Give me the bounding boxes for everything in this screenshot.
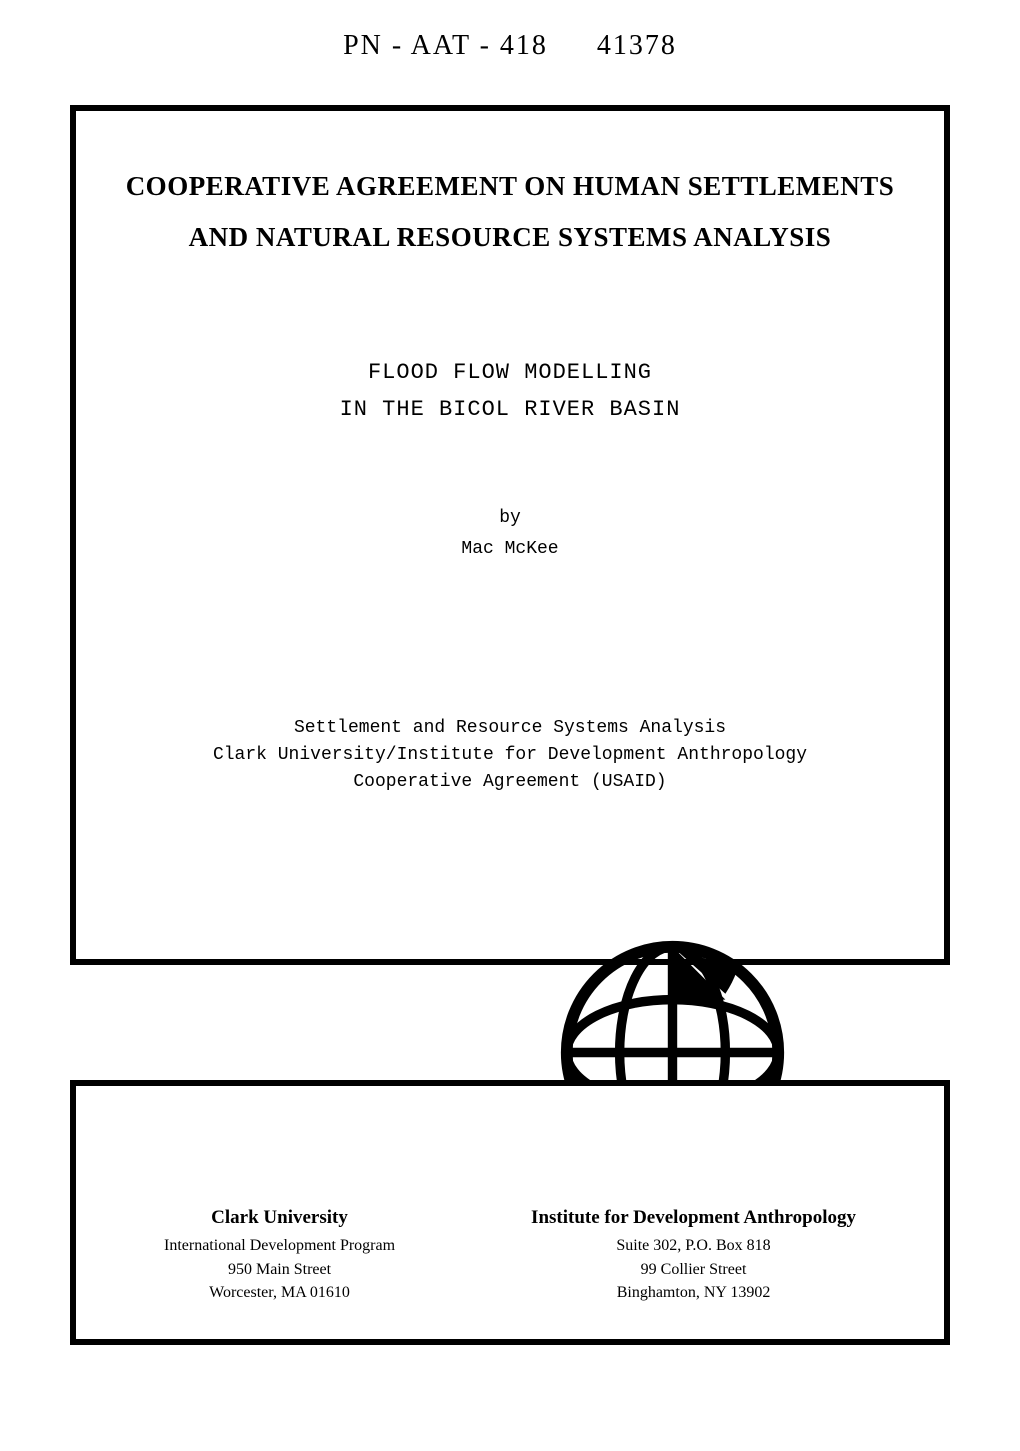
document-title: COOPERATIVE AGREEMENT ON HUMAN SETTLEMEN… [116,161,904,264]
affiliation-block: Settlement and Resource Systems Analysis… [116,715,904,796]
title-line-1: COOPERATIVE AGREEMENT ON HUMAN SETTLEMEN… [126,171,895,201]
institution-left-line-1: International Development Program [164,1234,395,1257]
affiliation-line-3: Cooperative Agreement (USAID) [353,772,666,792]
handwritten-code-1: PN - AAT - 418 [343,30,548,62]
handwritten-header: PN - AAT - 418 41378 [0,30,1020,62]
title-line-2: AND NATURAL RESOURCE SYSTEMS ANALYSIS [189,222,832,252]
subtitle-line-2: IN THE BICOL RIVER BASIN [340,397,681,422]
institution-right-name: Institute for Development Anthropology [531,1204,856,1232]
affiliation-line-1: Settlement and Resource Systems Analysis [294,718,726,738]
institution-right: Institute for Development Anthropology S… [531,1204,856,1304]
institution-right-line-3: Binghamton, NY 13902 [531,1281,856,1304]
author-name: Mac McKee [461,539,558,559]
institution-left: Clark University International Developme… [164,1204,395,1304]
author-by-label: by [499,508,521,528]
document-subtitle: FLOOD FLOW MODELLING IN THE BICOL RIVER … [116,354,904,429]
author-block: by Mac McKee [116,503,904,564]
institutions-frame: Clark University International Developme… [70,1080,950,1345]
affiliation-line-2: Clark University/Institute for Developme… [213,745,807,765]
institution-left-line-3: Worcester, MA 01610 [164,1281,395,1304]
handwritten-code-2: 41378 [597,30,677,62]
institution-left-name: Clark University [164,1204,395,1232]
institution-left-line-2: 950 Main Street [164,1258,395,1281]
institution-right-line-1: Suite 302, P.O. Box 818 [531,1234,856,1257]
institution-right-line-2: 99 Collier Street [531,1258,856,1281]
main-document-frame: COOPERATIVE AGREEMENT ON HUMAN SETTLEMEN… [70,105,950,965]
subtitle-line-1: FLOOD FLOW MODELLING [368,360,652,385]
